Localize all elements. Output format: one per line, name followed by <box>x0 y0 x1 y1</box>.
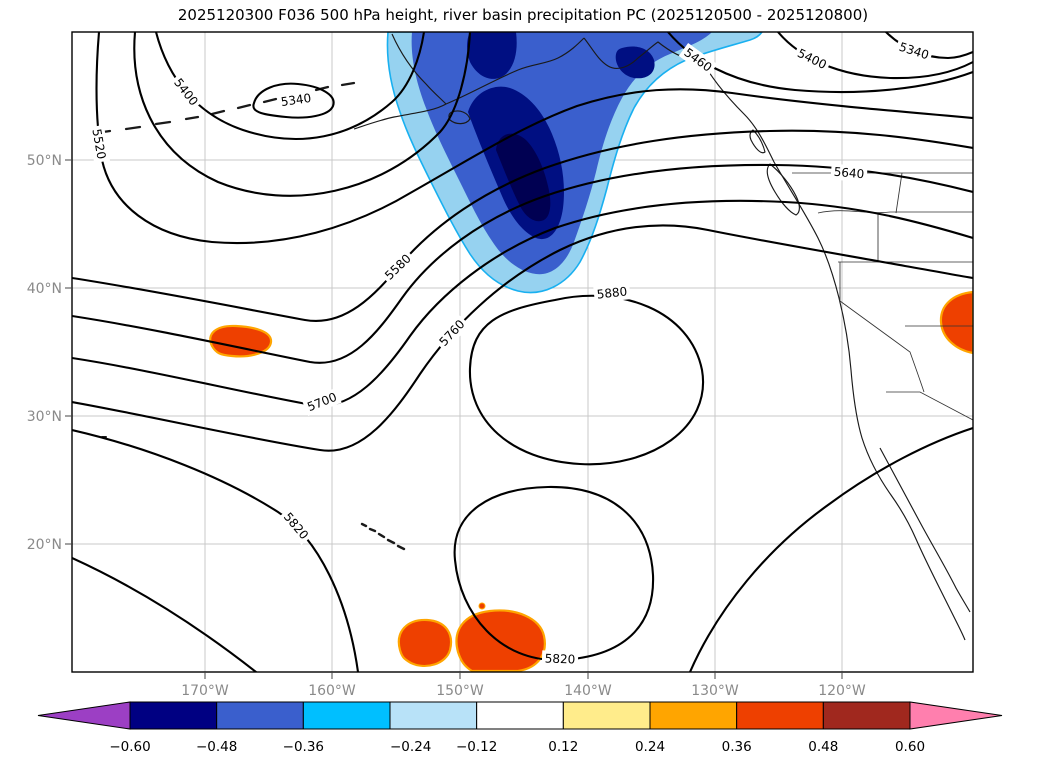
x-axis-labels: 170°W 160°W 150°W 140°W 130°W 120°W <box>181 683 866 699</box>
contour-5640 <box>72 163 973 364</box>
political-borders <box>792 172 973 421</box>
x-tick-label: 140°W <box>564 683 612 699</box>
contour-5460-west <box>133 32 472 197</box>
x-tick-label: 170°W <box>181 683 229 699</box>
contour-5700 <box>72 199 973 407</box>
colorbar-tick-label: 0.12 <box>548 739 578 755</box>
colorbar-tick-label: 0.60 <box>895 739 925 755</box>
colorbar-tick-label: −0.60 <box>109 739 150 755</box>
contour-label-text: 5640 <box>833 165 865 182</box>
kodiak-island <box>448 110 471 125</box>
negative-pc-core <box>467 32 517 79</box>
contour-label-box <box>87 124 111 164</box>
contour-label-box <box>678 42 718 78</box>
colorbar-tick-label: 0.48 <box>808 739 838 755</box>
contour-label-text: 5340 <box>280 91 312 109</box>
colorbar-segment <box>389 701 478 730</box>
contour-label-box <box>830 163 868 183</box>
contour-5880-closed-high <box>468 294 705 466</box>
x-tick-label: 130°W <box>691 683 739 699</box>
colorbar-segment <box>649 701 738 730</box>
colorbar-tick-labels: −0.60 −0.48 −0.36 −0.24 −0.12 0.12 0.24 … <box>109 739 925 755</box>
x-tick-label: 160°W <box>308 683 356 699</box>
contour-label: 5340 <box>894 37 934 65</box>
y-tick-label: 40°N <box>27 281 62 297</box>
colorbar-segment <box>129 701 218 730</box>
positive-pc-region <box>478 602 486 610</box>
positive-pc-region <box>209 324 273 358</box>
contour-5820-west <box>72 428 360 672</box>
contour-5820-closed-south <box>453 485 655 662</box>
y-tick-label: 20°N <box>27 537 62 553</box>
plot-frame <box>71 31 974 673</box>
contour-label-box <box>168 72 204 112</box>
contour-label-box <box>894 37 934 65</box>
negative-pc-core <box>615 46 655 79</box>
y-tick-label: 50°N <box>27 153 62 169</box>
positive-pc-region <box>455 609 546 672</box>
colorbar-tick-label: −0.36 <box>283 739 324 755</box>
colorbar-extend-right-arrow <box>909 701 1003 730</box>
coastlines <box>94 33 971 641</box>
contour-label-box <box>278 507 314 545</box>
colorbar-tick-label: −0.24 <box>390 739 431 755</box>
contour-label: 5880 <box>593 283 631 303</box>
colorbar-segment <box>562 701 651 730</box>
contour-label-box <box>379 248 417 286</box>
colorbar-tick-label: 0.36 <box>722 739 752 755</box>
gulf-of-california-coastline <box>879 447 971 613</box>
us-mexico-border <box>886 391 973 421</box>
contour-5520 <box>95 32 973 245</box>
colorbar-segment <box>302 701 391 730</box>
contour-5820-corner <box>72 556 258 672</box>
contour-5820-east <box>688 426 973 672</box>
positive-pc-region <box>397 618 453 667</box>
contour-label-text: 5520 <box>89 128 108 161</box>
colorbar-segment <box>216 701 304 730</box>
colorbar-tick-label: −0.12 <box>456 739 497 755</box>
contour-label-box <box>433 314 471 352</box>
positive-pc-region <box>939 290 973 355</box>
colorbar-segment <box>476 701 564 730</box>
colorbar: −0.60 −0.48 −0.36 −0.24 −0.12 0.12 0.24 … <box>37 701 1003 755</box>
contour-5580 <box>72 129 973 323</box>
west-coast-coastline <box>699 56 966 641</box>
ca-nv-border <box>839 262 925 393</box>
contour-label-box <box>302 387 342 417</box>
colorbar-segment <box>822 701 911 730</box>
positive-pc-shading <box>209 290 973 672</box>
contour-label-box <box>277 89 315 111</box>
contour-5760 <box>72 224 973 452</box>
wa-or-border <box>817 210 973 214</box>
contour-label-text: 5880 <box>596 284 628 301</box>
contour-label-box <box>792 43 832 75</box>
contour-label: 5640 <box>830 163 868 183</box>
chart-title: 2025120300 F036 500 hPa height, river ba… <box>178 6 868 24</box>
contour-label-text: 5820 <box>544 651 575 666</box>
contour-label-box <box>593 283 631 303</box>
height-contours <box>72 32 973 672</box>
id-mt-border <box>895 172 903 214</box>
contour-label-box <box>541 650 579 668</box>
colorbar-tick-label: 0.24 <box>635 739 665 755</box>
map-content: 5340 5340 5400 5400 5460 5520 <box>72 32 973 672</box>
x-tick-label: 120°W <box>818 683 866 699</box>
x-tick-label: 150°W <box>436 683 484 699</box>
contour-5340-closed-low <box>252 82 335 119</box>
axis-ticks <box>65 159 843 679</box>
contour-label: 5340 <box>277 89 315 111</box>
y-axis-labels: 50°N 40°N 30°N 20°N <box>27 153 62 553</box>
y-tick-label: 30°N <box>27 409 62 425</box>
vancouver-island <box>766 163 800 216</box>
contour-label: 5520 <box>87 124 111 164</box>
hawaiian-islands <box>360 522 406 551</box>
colorbar-tick-label: −0.48 <box>196 739 237 755</box>
haida-gwaii-island <box>749 129 766 154</box>
colorbar-segment <box>736 701 824 730</box>
contour-label: 5820 <box>541 650 579 668</box>
